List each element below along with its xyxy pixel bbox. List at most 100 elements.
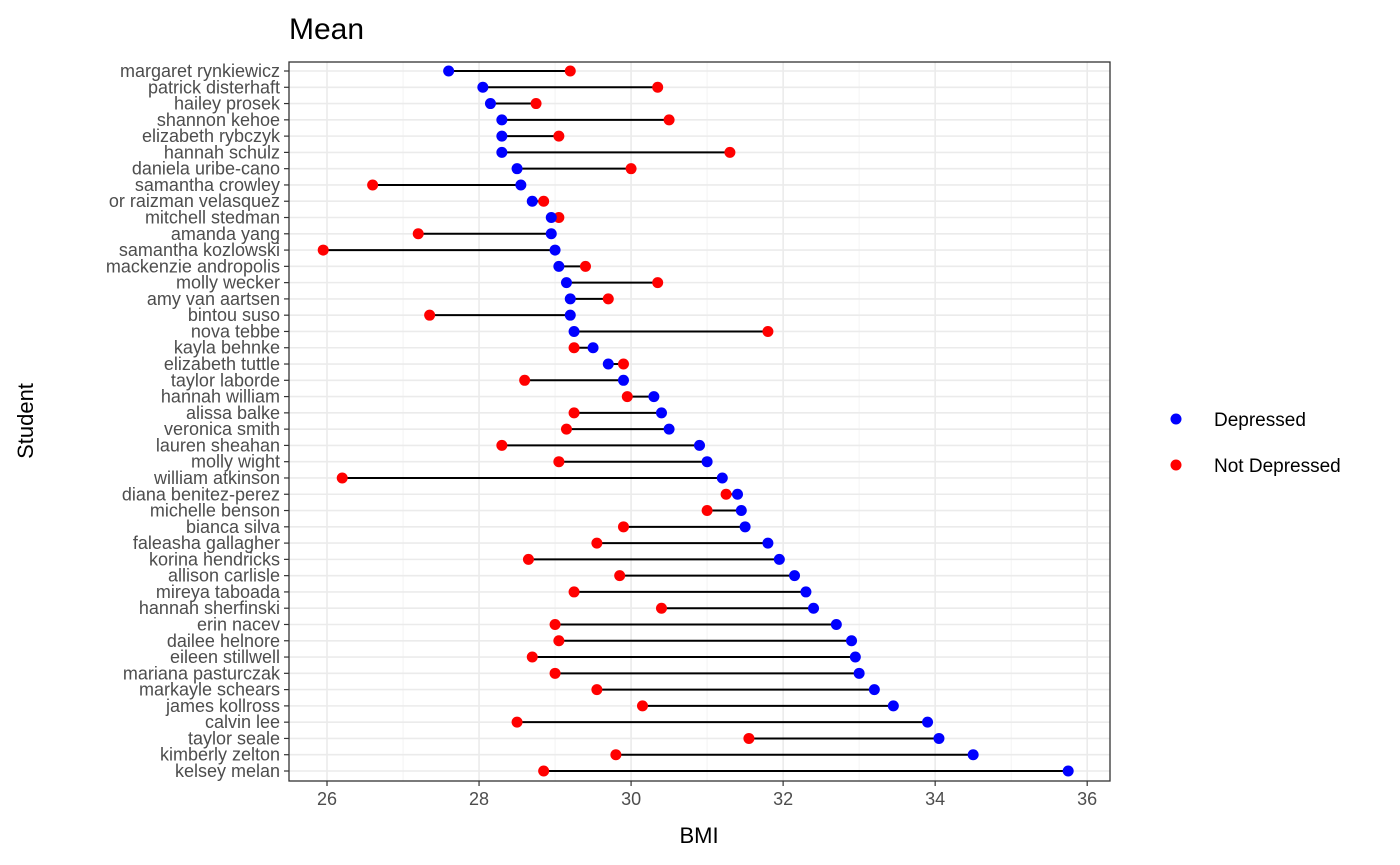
not-depressed-point	[496, 439, 508, 451]
y-tick-label: kayla behnke	[174, 338, 280, 358]
x-tick-label: 30	[621, 789, 641, 809]
minor-gridlines	[402, 62, 1012, 781]
not-depressed-point	[511, 716, 523, 728]
not-depressed-point	[720, 488, 732, 500]
not-depressed-point	[553, 456, 565, 468]
depressed-point	[739, 521, 751, 533]
y-tick-label: mariana pasturczak	[123, 663, 281, 683]
not-depressed-point	[591, 537, 603, 549]
legend-key-not-depressed	[1170, 459, 1182, 471]
not-depressed-point	[591, 684, 603, 696]
y-tick-label: samantha kozlowski	[119, 240, 280, 260]
y-tick-label: mireya taboada	[156, 582, 281, 602]
depressed-point	[496, 146, 508, 158]
not-depressed-point	[568, 407, 580, 419]
y-tick-label: diana benitez-perez	[122, 484, 280, 504]
legend-label-not-depressed: Not Depressed	[1214, 456, 1341, 477]
y-tick-label: erin nacev	[197, 614, 280, 634]
depressed-point	[515, 179, 527, 191]
depressed-point	[564, 293, 576, 305]
not-depressed-point	[553, 130, 565, 142]
not-depressed-point	[538, 195, 550, 207]
y-tick-label: amanda yang	[171, 224, 280, 244]
depressed-point	[553, 260, 565, 272]
not-depressed-point	[610, 749, 622, 761]
x-tick-label: 26	[317, 789, 337, 809]
y-tick-label: dailee helnore	[167, 631, 280, 651]
dumbbell-segments	[323, 70, 1069, 772]
depressed-point	[496, 114, 508, 126]
y-tick-label: lauren sheahan	[156, 435, 280, 455]
depressed-point	[701, 456, 713, 468]
depressed-point	[484, 98, 496, 110]
y-tick-label: mitchell stedman	[145, 208, 280, 228]
y-tick-label: kelsey melan	[175, 761, 280, 781]
not-depressed-point	[621, 391, 633, 403]
not-depressed-point	[568, 342, 580, 354]
depressed-point	[933, 732, 945, 744]
x-axis-title: BMI	[679, 823, 718, 848]
depressed-point	[549, 244, 561, 256]
y-tick-label: veronica smith	[164, 419, 280, 439]
y-tick-label: calvin lee	[205, 712, 280, 732]
y-tick-label: eileen stillwell	[170, 647, 280, 667]
not-depressed-point	[614, 570, 626, 582]
y-tick-label: patrick disterhaft	[148, 77, 280, 97]
not-depressed-point	[724, 146, 736, 158]
y-tick-label: daniela uribe-cano	[132, 159, 280, 179]
not-depressed-point	[617, 521, 629, 533]
depressed-point	[830, 618, 842, 630]
depressed-point	[526, 195, 538, 207]
not-depressed-point	[652, 277, 664, 289]
not-depressed-point	[538, 765, 550, 777]
y-tick-label: faleasha gallagher	[133, 533, 280, 553]
depressed-point	[849, 651, 861, 663]
depressed-point	[545, 212, 557, 224]
dumbbell-points	[317, 65, 1074, 777]
y-tick-label: alissa balke	[186, 403, 280, 423]
not-depressed-point	[655, 602, 667, 614]
not-depressed-point	[743, 732, 755, 744]
not-depressed-point	[522, 553, 534, 565]
not-depressed-point	[424, 309, 436, 321]
y-tick-label: michelle benson	[150, 501, 280, 521]
y-tick-label: margaret rynkiewicz	[120, 61, 280, 81]
y-tick-label: hannah sherfinski	[139, 598, 280, 618]
depressed-point	[496, 130, 508, 142]
y-tick-label: or raizman velasquez	[109, 191, 280, 211]
plot-panel-border	[288, 61, 1111, 782]
not-depressed-point	[367, 179, 379, 191]
plot-panel	[289, 62, 1110, 781]
x-tick-label: 34	[925, 789, 945, 809]
not-depressed-point	[568, 586, 580, 598]
y-tick-label: william atkinson	[153, 468, 280, 488]
not-depressed-point	[553, 635, 565, 647]
chart-title: Mean	[289, 13, 364, 46]
not-depressed-point	[617, 358, 629, 370]
depressed-point	[808, 602, 820, 614]
depressed-point	[868, 684, 880, 696]
not-depressed-point	[602, 293, 614, 305]
not-depressed-point	[317, 244, 329, 256]
y-tick-label: amy van aartsen	[147, 289, 280, 309]
depressed-point	[1062, 765, 1074, 777]
y-tick-label: markayle schears	[139, 680, 280, 700]
not-depressed-point	[526, 651, 538, 663]
y-tick-label: elizabeth rybczyk	[142, 126, 281, 146]
y-tick-label: shannon kehoe	[157, 110, 280, 130]
depressed-point	[922, 716, 934, 728]
depressed-point	[511, 163, 523, 175]
depressed-point	[887, 700, 899, 712]
y-tick-label: samantha crowley	[135, 175, 280, 195]
depressed-point	[694, 439, 705, 451]
depressed-point	[587, 342, 599, 354]
depressed-point	[568, 325, 580, 337]
y-tick-label: elizabeth tuttle	[164, 354, 280, 374]
not-depressed-point	[663, 114, 675, 126]
not-depressed-point	[553, 212, 565, 224]
not-depressed-point	[701, 505, 713, 517]
x-tick-label: 28	[469, 789, 489, 809]
y-tick-label: bianca silva	[186, 517, 281, 537]
